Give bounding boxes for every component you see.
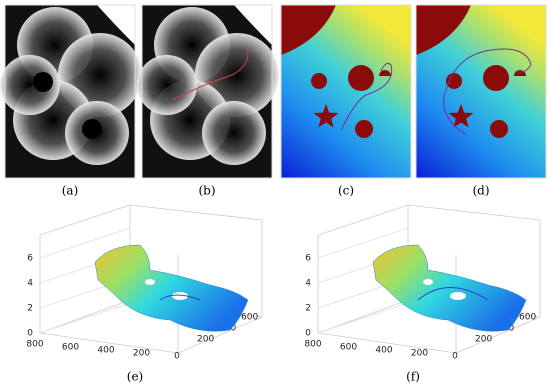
panel <box>280 4 412 179</box>
obstacle <box>311 73 327 89</box>
star-obstacle <box>448 104 474 128</box>
x-tick-label: 0 <box>452 352 458 362</box>
obstacle-corner <box>416 5 471 55</box>
x-tick-label: 400 <box>97 346 114 356</box>
hole <box>450 292 466 300</box>
panel-label: (d) <box>472 184 489 198</box>
panel-border <box>141 4 273 179</box>
hole <box>172 292 188 300</box>
y-tick-label: 200 <box>197 335 214 345</box>
z-tick-label: 0 <box>27 329 33 339</box>
region <box>202 101 266 165</box>
path-line <box>443 48 532 136</box>
grid-line <box>317 227 409 259</box>
path-line <box>340 63 393 131</box>
path-line <box>171 44 249 101</box>
z-tick-label: 6 <box>27 254 33 264</box>
obstacle <box>33 72 53 92</box>
panel-label: (f) <box>406 370 420 384</box>
x-tick-label: 800 <box>304 340 321 350</box>
grid-line <box>39 302 131 334</box>
obstacle <box>348 65 374 91</box>
z-tick-label: 6 <box>305 254 311 264</box>
region <box>137 55 197 115</box>
obstacle <box>446 73 462 89</box>
panel <box>0 4 142 179</box>
panel <box>415 4 547 179</box>
panel-label: (b) <box>198 184 215 198</box>
obstacle <box>82 119 102 139</box>
star-obstacle <box>313 104 339 128</box>
x-tick-label: 400 <box>375 346 392 356</box>
surface-plot: 02468006004002000200400600(e) <box>26 204 263 384</box>
y-tick-label: 600 <box>241 313 258 323</box>
obstacle <box>490 120 508 138</box>
panel-label: (a) <box>62 184 79 198</box>
surface <box>372 244 527 332</box>
path-line <box>159 294 201 301</box>
x-tick-label: 600 <box>340 343 357 353</box>
y-tick-label: 200 <box>475 335 492 345</box>
grid-line <box>39 227 131 259</box>
path-line <box>417 287 489 301</box>
panel-border <box>415 4 547 179</box>
boundary-corner <box>97 5 135 45</box>
panel-label: (c) <box>338 184 354 198</box>
surface-plot: 02468006004002000200400600(f) <box>304 204 541 384</box>
y-tick-label: 600 <box>519 313 536 323</box>
panel-label: (e) <box>127 370 143 384</box>
z-tick-label: 2 <box>27 304 33 314</box>
panel <box>137 4 279 179</box>
z-tick-label: 2 <box>305 304 311 314</box>
obstacle <box>355 120 373 138</box>
hole <box>423 279 433 285</box>
z-tick-label: 4 <box>305 279 311 289</box>
x-tick-label: 800 <box>26 340 43 350</box>
obstacle <box>483 65 509 91</box>
panel-border <box>280 4 412 179</box>
boundary-corner <box>234 5 272 45</box>
obstacle <box>379 70 391 76</box>
panel-border <box>4 4 136 179</box>
grid-line <box>317 302 409 334</box>
x-tick-label: 200 <box>411 349 428 359</box>
surface <box>94 244 249 332</box>
z-tick-label: 4 <box>27 279 33 289</box>
x-tick-label: 0 <box>174 352 180 362</box>
x-tick-label: 600 <box>62 343 79 353</box>
z-tick-label: 0 <box>305 329 311 339</box>
x-tick-label: 200 <box>133 349 150 359</box>
region <box>0 55 60 115</box>
hole <box>145 279 155 285</box>
obstacle-corner <box>281 5 336 55</box>
